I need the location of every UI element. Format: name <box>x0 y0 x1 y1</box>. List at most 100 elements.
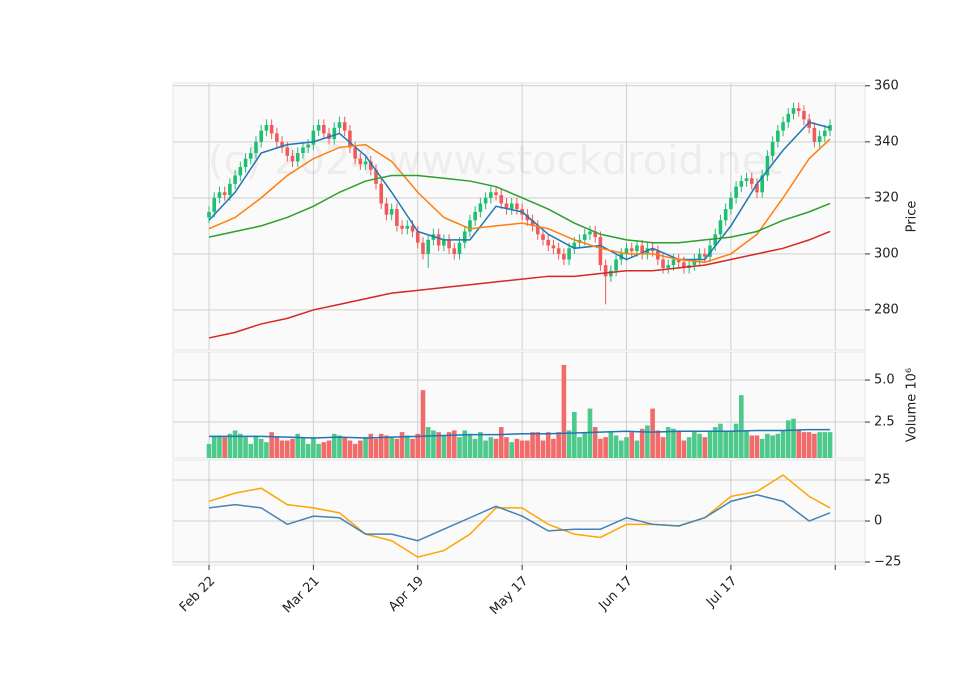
candle-body <box>546 239 551 246</box>
volume-bar <box>217 435 222 458</box>
candle-body <box>212 197 217 212</box>
line-series <box>208 230 831 339</box>
volume-bar <box>707 430 713 458</box>
candle-body <box>734 186 738 198</box>
candle-body <box>426 239 430 254</box>
candle-body <box>760 175 764 193</box>
volume-bar <box>791 418 796 458</box>
volume-bar <box>639 428 645 458</box>
volume-bar <box>284 440 290 458</box>
volume-bar <box>806 432 812 458</box>
volume-bar <box>493 438 499 458</box>
volume-bar <box>665 427 671 458</box>
y-tick-label: 280 <box>874 302 899 317</box>
candle-body <box>749 178 754 184</box>
volume-bar <box>498 427 504 458</box>
volume-bar <box>608 432 614 458</box>
volume-bar <box>253 435 259 458</box>
candle-body <box>447 239 451 249</box>
volume-bar <box>660 437 666 458</box>
candle-body <box>572 242 577 249</box>
candle-body <box>217 192 222 198</box>
candle-body <box>358 158 363 165</box>
volume-bar <box>399 432 405 458</box>
volume-bar <box>535 432 541 458</box>
volume-bar <box>243 437 248 458</box>
volume-bar <box>248 443 254 458</box>
volume-bar <box>765 433 770 458</box>
candle-body <box>442 239 446 246</box>
volume-bar <box>368 433 374 458</box>
volume-bar <box>812 433 817 458</box>
candle-body <box>436 234 441 246</box>
candle-body <box>332 127 337 140</box>
y-tick-label: 320 <box>874 190 899 205</box>
volume-bar <box>446 432 452 458</box>
candle-body <box>541 234 545 240</box>
volume-bar <box>525 440 530 458</box>
candle-body <box>275 133 279 142</box>
candle-body <box>629 248 634 252</box>
volume-bar <box>624 437 629 458</box>
y-tick-label: 5.0 <box>874 373 895 388</box>
volume-bar <box>629 432 635 458</box>
candle-body <box>796 108 801 112</box>
line-series <box>208 494 831 542</box>
volume-bar <box>488 437 494 458</box>
candle-body <box>457 242 462 254</box>
volume-bar <box>618 440 624 458</box>
candle-body <box>405 225 410 229</box>
volume-bar <box>514 438 520 458</box>
volume-bar <box>718 423 723 458</box>
candle-body <box>515 203 519 210</box>
candle-body <box>530 220 535 226</box>
volume-bar <box>592 427 598 458</box>
volume-bar <box>723 430 728 458</box>
candle-body <box>729 197 733 210</box>
volume-bar <box>321 442 327 458</box>
volume-bar <box>441 435 447 458</box>
candle-body <box>395 209 399 226</box>
line-series <box>208 121 831 261</box>
candle-body <box>682 262 686 268</box>
volume-bar <box>582 432 588 458</box>
volume-bar <box>796 430 802 458</box>
volume-bar <box>467 433 473 458</box>
volume-bar <box>827 432 833 458</box>
candle-body <box>781 122 785 131</box>
candle-body <box>499 195 504 204</box>
candle-body <box>368 161 373 170</box>
volume-bar <box>692 430 697 458</box>
candle-body <box>535 225 540 235</box>
line-series <box>209 428 831 439</box>
candle-body <box>723 209 728 221</box>
candle-body <box>562 253 566 260</box>
candle-body <box>228 183 232 196</box>
volume-bar <box>598 438 603 458</box>
candle-body <box>593 231 597 238</box>
volume-bar <box>540 440 546 458</box>
volume-bar <box>211 435 217 458</box>
volume-bar <box>274 437 280 458</box>
candle-body <box>468 220 472 232</box>
candle-body <box>415 231 420 243</box>
candle-body <box>702 253 707 257</box>
volume-bar <box>509 442 514 458</box>
volume-bar <box>785 420 791 458</box>
candle-body <box>603 265 608 277</box>
candle-body <box>697 253 702 260</box>
volume-bar <box>780 430 786 458</box>
y-tick-label: 2.5 <box>874 415 895 430</box>
volume-bar <box>264 442 269 458</box>
volume-bar <box>577 437 582 458</box>
candle-body <box>295 153 300 162</box>
volume-bar <box>483 440 488 458</box>
x-tick-label: Jul 17 <box>703 574 740 611</box>
candle-body <box>567 248 571 260</box>
candle-body <box>400 225 404 229</box>
candle-body <box>786 113 791 123</box>
candle-body <box>614 259 618 271</box>
volume-bar <box>676 430 681 458</box>
candle-body <box>290 155 295 162</box>
candle-body <box>384 203 389 215</box>
